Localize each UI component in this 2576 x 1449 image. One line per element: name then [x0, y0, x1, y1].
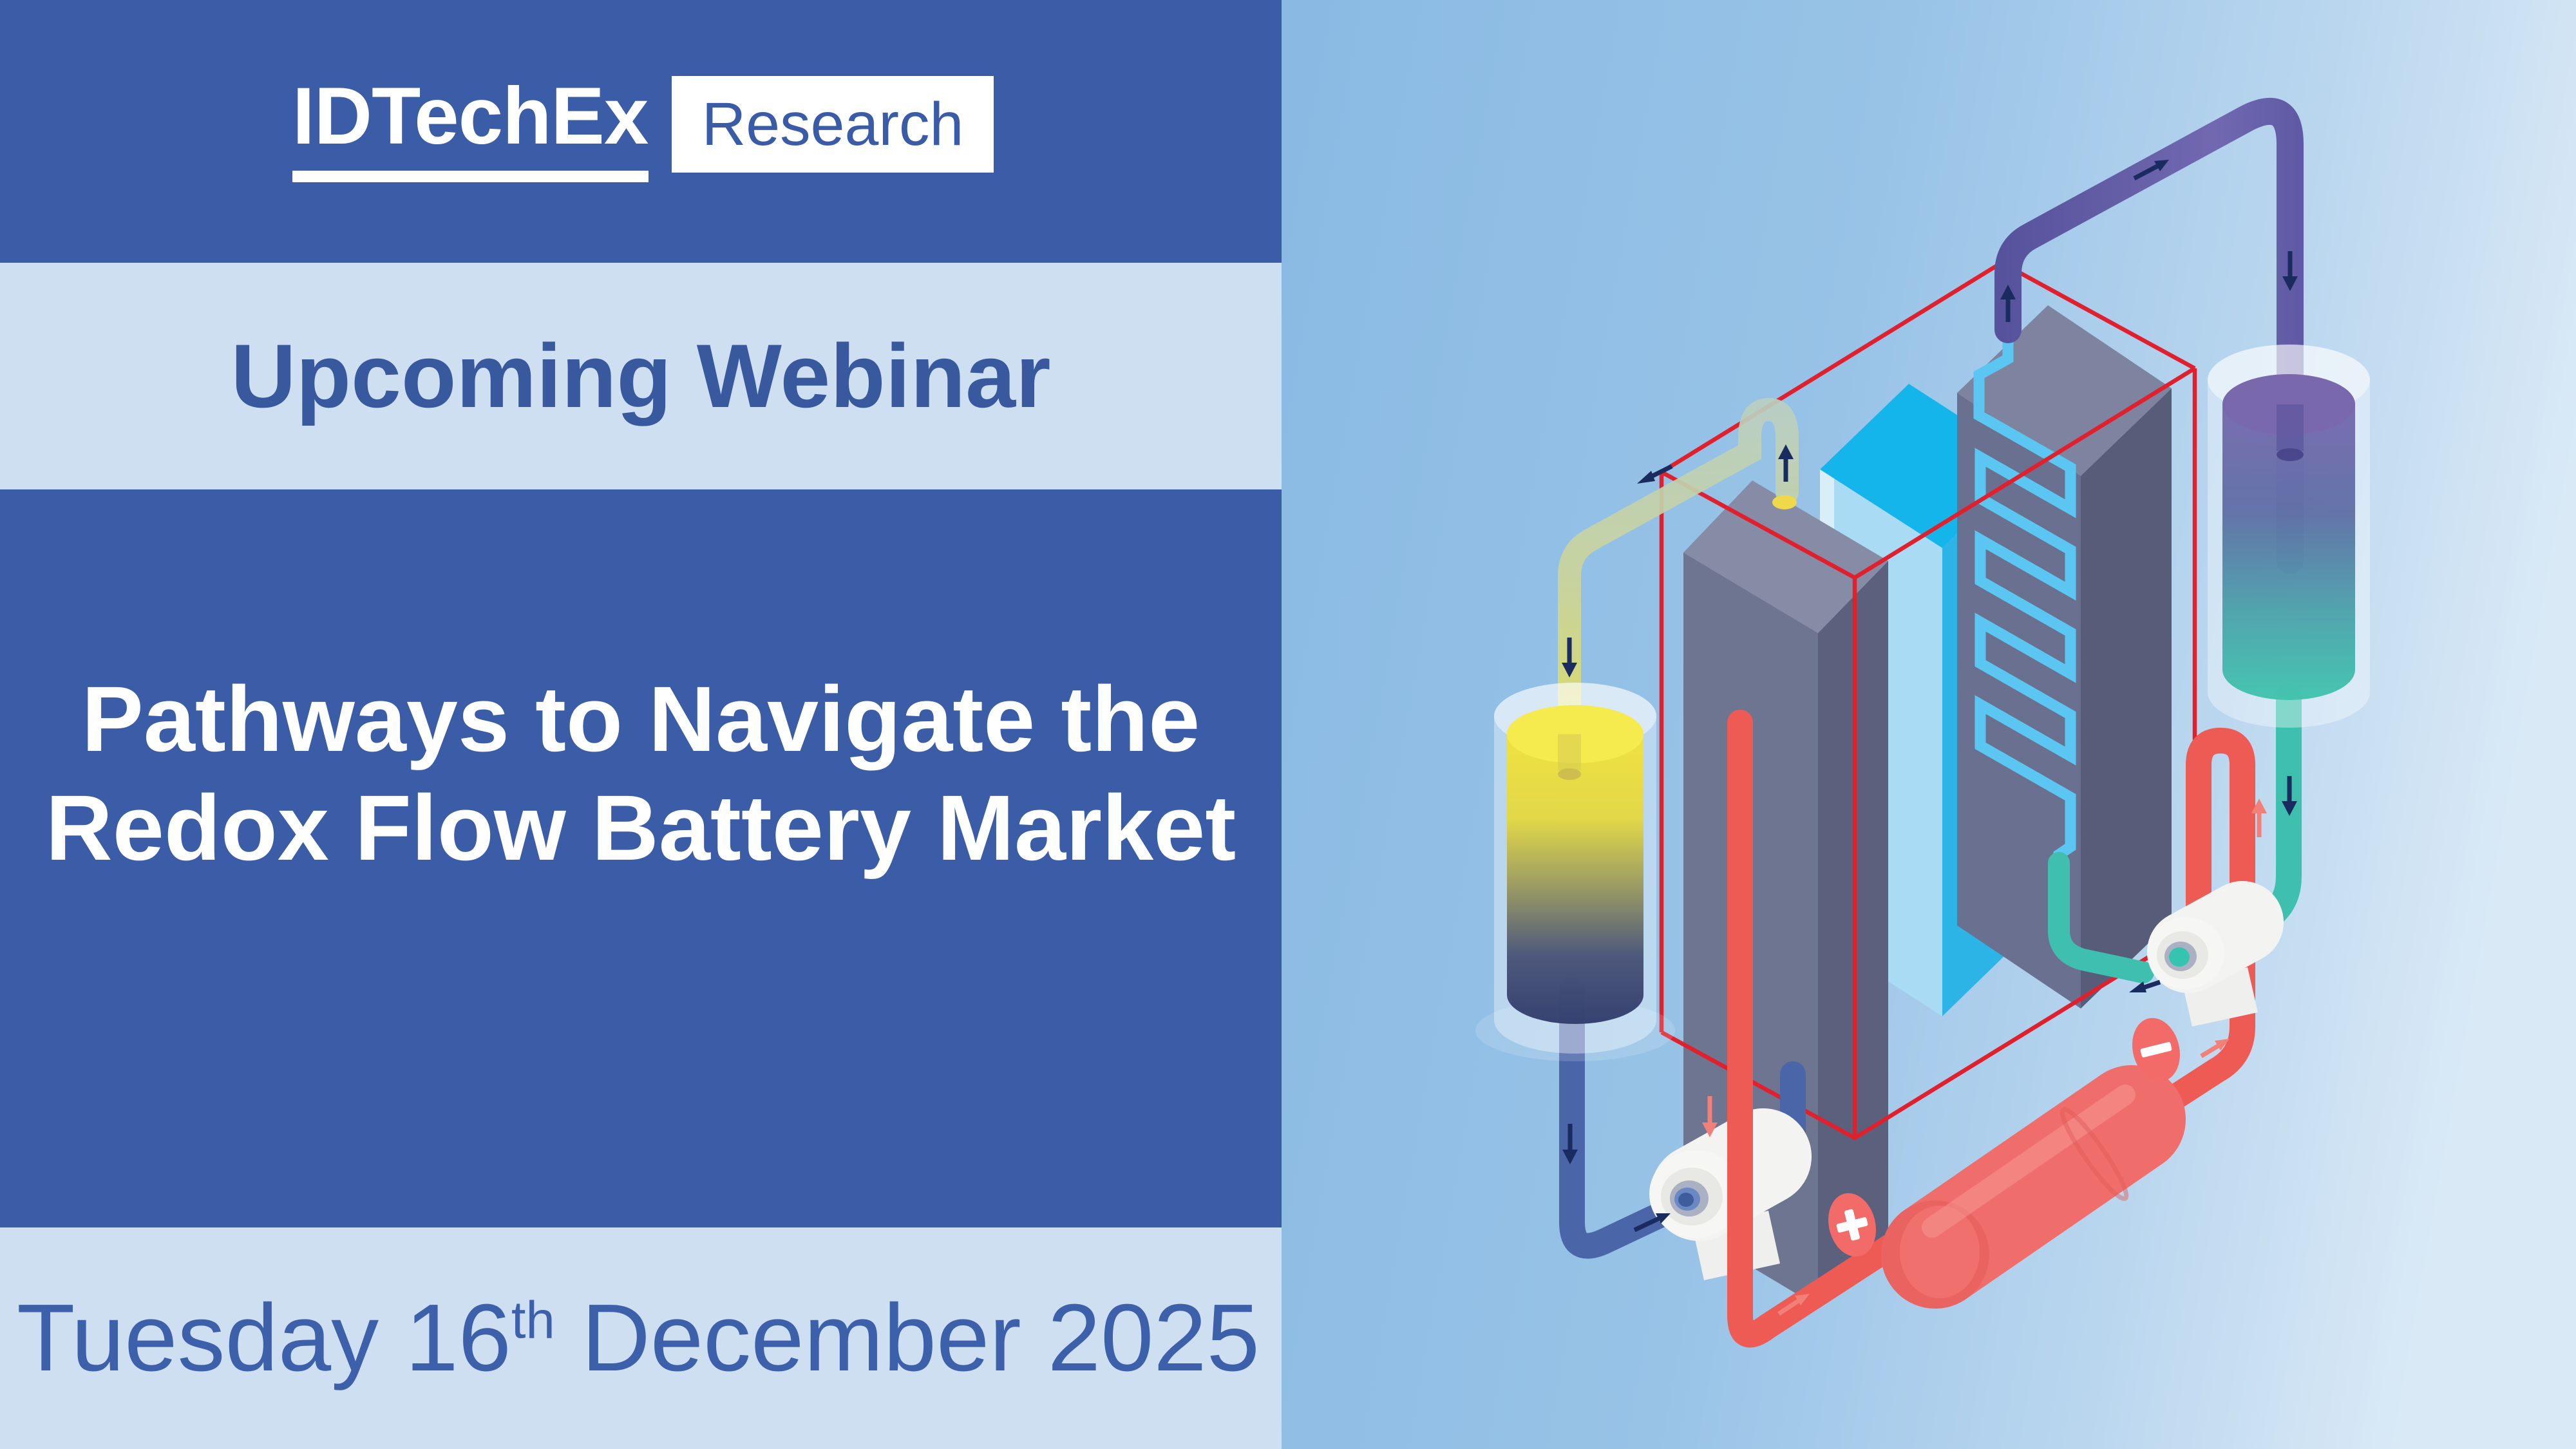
flow-arrows-navy [1562, 160, 2298, 1233]
yellowgreen-pipe-cell-to-tank [1558, 397, 1799, 752]
redox-flow-battery-diagram [1282, 0, 2576, 1449]
logo-text: IDTechEx [292, 71, 649, 161]
teal-pipe-pump-to-cell [2048, 852, 2154, 983]
arrow-up-red-right [2251, 799, 2267, 837]
arrow-right-blue-pipe [1633, 1213, 1671, 1233]
arrow-left-teal-pipe [2129, 980, 2161, 992]
arrow-down-yellow-pipe [1562, 638, 1577, 677]
minus-badge [2132, 1018, 2180, 1082]
arrow-upright-red-minus [2200, 1039, 2230, 1058]
left-tank [1475, 683, 1675, 1061]
research-box: Research [672, 76, 994, 173]
date-band: Tuesday 16th December 2025 [0, 1227, 1282, 1449]
red-circuit-left [1727, 710, 1927, 1348]
stack-wireframe-box [1659, 260, 2197, 1141]
arrow-down-red-left [1702, 1096, 1718, 1137]
arrow-upright-navy-pipe [2133, 160, 2169, 181]
right-pump [2147, 881, 2284, 1027]
red-circuit-right [2134, 727, 2255, 1128]
navy-pipe-cell-to-tank [1994, 97, 2304, 574]
logo-wordmark: IDTechEx [292, 76, 649, 182]
arrow-up-navy-stub [2000, 285, 2016, 322]
arrow-up-yellow-outlet [1778, 444, 1794, 482]
arrow-downleft-yellow-pipe [1637, 464, 1673, 484]
webinar-label: Upcoming Webinar [231, 325, 1051, 426]
flow-field-electrode [1957, 305, 2172, 1009]
cell-stack [1683, 305, 2172, 1307]
left-panel: IDTechEx Research Upcoming Webinar Pathw… [0, 0, 1282, 1449]
logo-underline [292, 171, 649, 182]
idtechex-logo: IDTechEx Research [292, 76, 994, 182]
date-text: Tuesday 16th December 2025 [17, 1285, 1260, 1391]
title-line-2: Redox Flow Battery Market [45, 776, 1236, 880]
date-ordinal: th [511, 1291, 555, 1350]
load-cylinder [1881, 1065, 2186, 1309]
blue-pipe-tank-to-pump [1559, 978, 1712, 1259]
arrow-down-navy-pipe [2282, 251, 2298, 291]
electrolyte-inlet-dot [1772, 495, 1797, 509]
title-line-1: Pathways to Navigate the [81, 667, 1200, 771]
plus-badge [1828, 1193, 1876, 1257]
webinar-title: Pathways to Navigate the Redox Flow Batt… [0, 665, 1282, 882]
arrow-upright-red-bottom [1777, 1294, 1810, 1316]
right-tank [2208, 345, 2370, 728]
arrow-down-teal-pipe [2282, 776, 2297, 816]
serpentine-channel [1973, 325, 2076, 881]
illustration-panel [1282, 0, 2576, 1449]
flow-arrows-salmon [1702, 799, 2267, 1316]
arrow-down-blue-pipe [1562, 1124, 1578, 1164]
webinar-band: Upcoming Webinar [0, 263, 1282, 489]
research-label: Research [701, 90, 964, 158]
